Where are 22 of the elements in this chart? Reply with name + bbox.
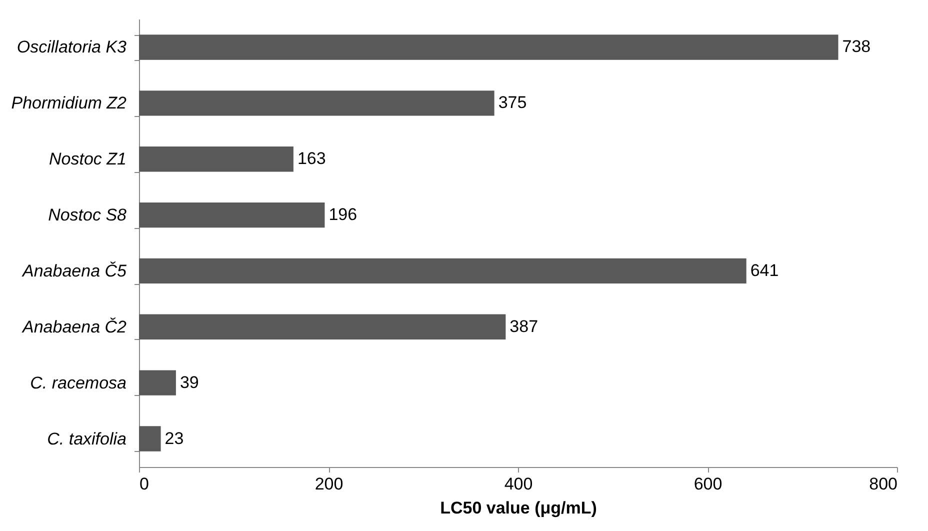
y-tick-label: Phormidium Z2 bbox=[11, 94, 128, 113]
x-axis-title: LC50 value (μg/mL) bbox=[440, 498, 597, 518]
y-tick-label: Anabaena Č2 bbox=[22, 317, 128, 336]
data-label: 375 bbox=[498, 93, 527, 112]
y-tick-label: Nostoc S8 bbox=[48, 206, 128, 225]
y-tick-label: Anabaena Č5 bbox=[22, 261, 128, 280]
y-tick-label: C. racemosa bbox=[30, 373, 126, 392]
x-tick-label: 0 bbox=[140, 474, 149, 494]
data-label: 641 bbox=[750, 260, 779, 280]
data-label: 387 bbox=[510, 316, 538, 336]
data-label: 23 bbox=[164, 428, 184, 448]
data-label: 196 bbox=[328, 205, 358, 224]
y-tick-label: Nostoc Z1 bbox=[49, 150, 126, 169]
x-tick-label: 800 bbox=[869, 474, 898, 494]
x-tick-label: 600 bbox=[694, 474, 722, 494]
x-tick-label: 200 bbox=[314, 474, 344, 494]
y-tick-label: Oscillatoria K3 bbox=[16, 38, 128, 57]
data-label: 163 bbox=[297, 149, 326, 168]
data-label: 39 bbox=[180, 372, 199, 392]
x-tick-label: 400 bbox=[504, 474, 533, 494]
y-tick-label: C. taxifolia bbox=[47, 429, 126, 448]
data-label: 738 bbox=[842, 37, 871, 56]
